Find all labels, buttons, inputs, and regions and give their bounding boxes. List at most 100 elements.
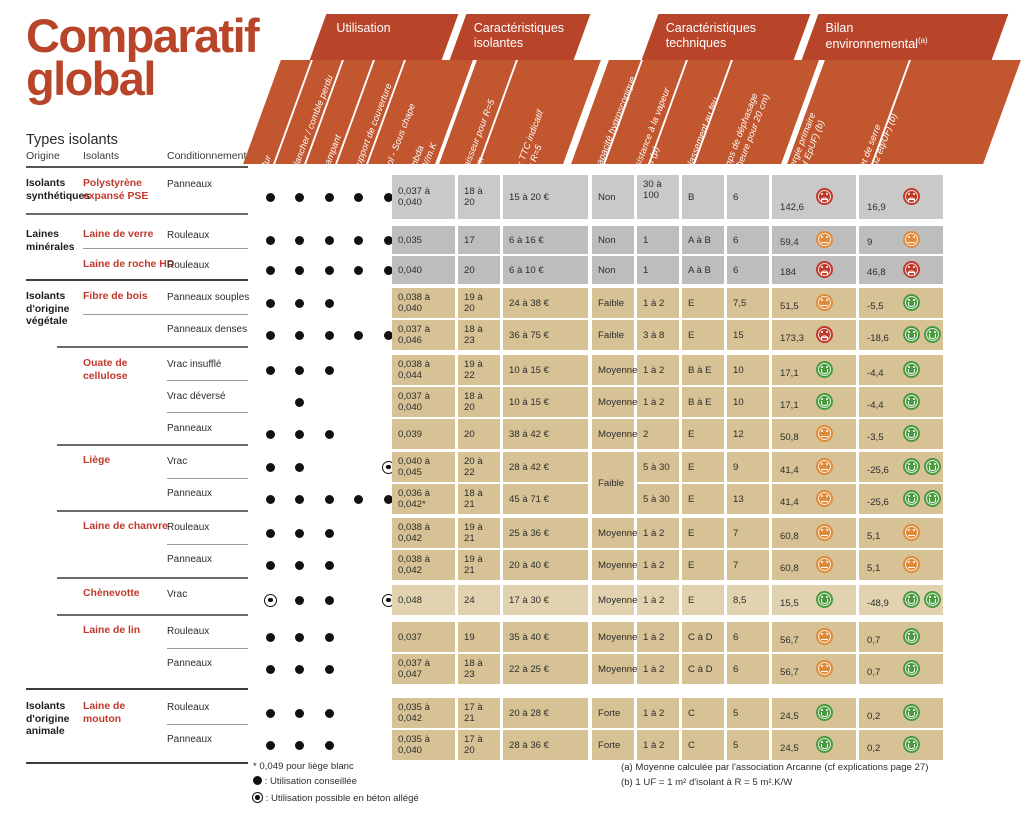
use-cell-sol-sous-chape <box>375 256 402 284</box>
energie-primaire-value: 56,7 <box>780 667 799 678</box>
cell-lambda: 0,037 à 0,040 <box>392 175 455 219</box>
energie-primaire-value: 60,8 <box>780 563 799 574</box>
cell-resistance-vapeur: 1 à 2 <box>637 288 679 318</box>
page-title: Comparatif global <box>26 12 326 102</box>
group-header-label: Bilan environnemental(a) <box>825 21 928 51</box>
footnote-asterisk: * 0,049 pour liège blanc <box>253 761 354 772</box>
cell-classement-feu: E <box>682 518 724 548</box>
section-origin-label: Isolants d'origine animale <box>26 701 70 738</box>
filled-dot-icon <box>265 235 275 245</box>
cell-resistance-vapeur: 1 <box>637 226 679 254</box>
filled-dot-icon <box>265 494 275 504</box>
cell-classement-feu: B à E <box>682 387 724 417</box>
effet-serre-rating-icon <box>903 457 920 475</box>
cell-prix: 20 à 40 € <box>503 550 588 580</box>
energie-primaire-rating-icon <box>816 230 833 248</box>
cell-hygroscopique: Forte <box>592 730 634 760</box>
cell-effet-serre: -3,5 <box>859 419 943 449</box>
filled-dot-icon <box>265 740 275 750</box>
conditionnement-label: Panneaux <box>167 734 213 745</box>
row-divider-8 <box>167 478 248 479</box>
energie-primaire-rating-icon <box>816 260 833 278</box>
cell-epaisseur: 17 <box>458 226 500 254</box>
row-divider-9 <box>57 510 248 512</box>
filled-dot-icon <box>324 429 334 439</box>
cell-effet-serre: 46,8 <box>859 256 943 284</box>
use-cell-support-couverture <box>346 288 373 318</box>
filled-dot-icon <box>324 632 334 642</box>
conditionnement-label: Panneaux <box>167 658 213 669</box>
energie-primaire-rating-icon <box>816 187 833 205</box>
row-divider-2 <box>26 279 248 282</box>
cell-epaisseur: 19 <box>458 622 500 652</box>
use-cell-rampant <box>316 288 343 318</box>
use-cell-rampant <box>316 654 343 684</box>
effet-serre-rating-icon <box>924 325 941 343</box>
cell-energie-primaire: 41,4 <box>772 484 856 514</box>
filled-dot-icon <box>324 560 334 570</box>
filled-dot-icon <box>324 330 334 340</box>
cell-epaisseur: 17 à 21 <box>458 698 500 728</box>
cell-classement-feu: C <box>682 730 724 760</box>
use-cell-sol-sous-chape <box>375 226 402 254</box>
cell-epaisseur: 19 à 22 <box>458 355 500 385</box>
conditionnement-label: Rouleaux <box>167 230 210 241</box>
filled-dot-icon <box>265 708 275 718</box>
filled-dot-icon <box>295 708 305 718</box>
conditionnement-label: Vrac déversé <box>167 391 226 402</box>
energie-primaire-value: 17,1 <box>780 368 799 379</box>
row-divider-15 <box>167 724 248 725</box>
row-divider-16 <box>26 762 248 765</box>
use-cell-plancher <box>287 320 314 350</box>
cell-dephasage: 6 <box>727 175 769 219</box>
cell-energie-primaire: 17,1 <box>772 355 856 385</box>
filled-dot-icon <box>383 265 393 275</box>
use-cell-sol-sous-chape <box>375 175 402 219</box>
use-cell-plancher <box>287 419 314 449</box>
energie-primaire-rating-icon <box>816 555 833 573</box>
section-origin-label: Laines minérales <box>26 229 75 253</box>
effet-serre-value: 0,2 <box>867 711 881 722</box>
section-origin-label: Isolants synthétiques <box>26 178 91 202</box>
col-header-origine: Origine <box>26 150 60 162</box>
use-cell-rampant <box>316 622 343 652</box>
filled-dot-icon <box>295 494 305 504</box>
group-header-label: Utilisation <box>336 21 391 35</box>
energie-primaire-rating-icon <box>816 293 833 311</box>
cell-energie-primaire: 59,4 <box>772 226 856 254</box>
use-cell-rampant <box>316 698 343 728</box>
effet-serre-value: -5,5 <box>867 301 884 312</box>
cell-dephasage: 10 <box>727 355 769 385</box>
cell-energie-primaire: 41,4 <box>772 452 856 482</box>
material-name-label: Chènevotte <box>83 588 140 599</box>
use-cell-plancher <box>287 698 314 728</box>
cell-prix: 36 à 75 € <box>503 320 588 350</box>
energie-primaire-rating-icon <box>816 703 833 721</box>
row-divider-1 <box>83 248 248 249</box>
material-name-label: Laine de lin <box>83 625 141 636</box>
filled-dot-icon <box>324 708 334 718</box>
use-cell-plancher <box>287 484 314 514</box>
use-cell-plancher <box>287 585 314 615</box>
use-cell-rampant <box>316 518 343 548</box>
effet-serre-value: -4,4 <box>867 400 884 411</box>
conditionnement-label: Rouleaux <box>167 260 210 271</box>
use-cell-support-couverture <box>346 355 373 385</box>
filled-dot-icon <box>324 235 334 245</box>
cell-lambda: 0,048 <box>392 585 455 615</box>
filled-dot-icon <box>265 462 275 472</box>
material-name-label: Laine de mouton <box>83 701 126 725</box>
use-cell-support-couverture <box>346 730 373 760</box>
effet-serre-value: 0,7 <box>867 667 881 678</box>
use-cell-mur <box>257 518 284 548</box>
use-cell-support-couverture <box>346 484 373 514</box>
use-cell-rampant <box>316 175 343 219</box>
effet-serre-rating-icon <box>903 590 920 608</box>
use-cell-support-couverture <box>346 175 373 219</box>
cell-epaisseur: 20 <box>458 419 500 449</box>
use-cell-support-couverture <box>346 452 373 482</box>
cell-hygroscopique: Non <box>592 256 634 284</box>
use-cell-rampant <box>316 355 343 385</box>
effet-serre-rating-icon <box>903 187 920 205</box>
cell-resistance-vapeur: 3 à 8 <box>637 320 679 350</box>
